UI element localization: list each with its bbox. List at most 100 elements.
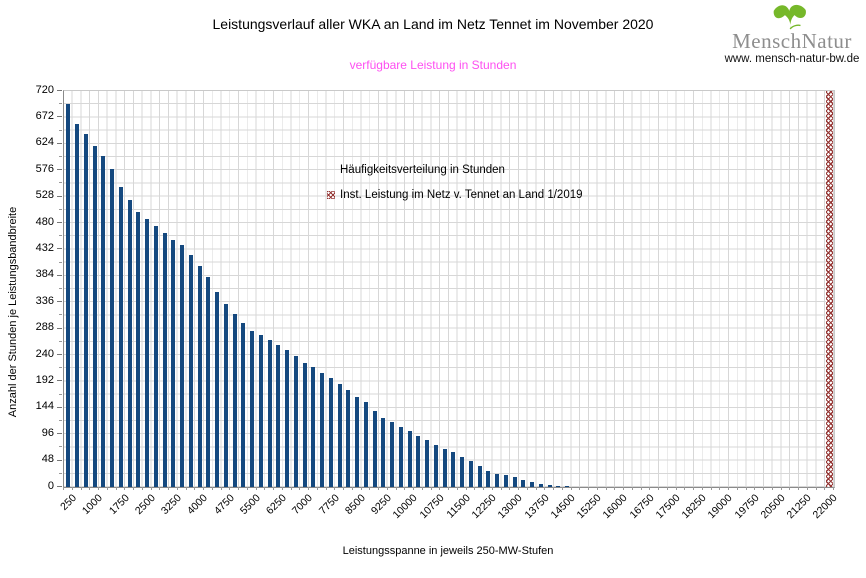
x-tick-mark — [780, 487, 782, 490]
x-tick-label-6250: 6250 — [263, 492, 289, 518]
bar-8000 — [337, 383, 342, 487]
x-tick-mark — [404, 487, 406, 490]
mensch-natur-logo: MenschNatur www. mensch-natur-bw.de — [724, 2, 860, 68]
bar-10500 — [425, 440, 430, 487]
x-tick-label-16750: 16750 — [627, 492, 657, 522]
bar-10750 — [433, 445, 438, 487]
bar-9750 — [398, 426, 403, 487]
x-tick-label-19000: 19000 — [705, 492, 736, 522]
bar-7000 — [302, 362, 307, 487]
bar-12000 — [477, 466, 482, 487]
x-tick-mark — [63, 487, 64, 490]
bar-9500 — [390, 421, 395, 487]
x-tick-mark — [255, 487, 257, 490]
x-tick-label-13000: 13000 — [495, 492, 526, 522]
x-tick-mark — [561, 487, 563, 490]
x-tick-mark — [281, 487, 283, 490]
bar-4750 — [223, 303, 228, 487]
x-tick-label-21250: 21250 — [784, 492, 814, 522]
x-tick-mark — [334, 487, 336, 490]
x-tick-mark — [203, 487, 204, 490]
x-tick-mark — [246, 487, 248, 490]
plot-area — [63, 90, 835, 488]
bar-7750 — [328, 378, 333, 487]
x-tick-mark — [745, 487, 747, 490]
x-tick-mark — [658, 487, 659, 490]
bar-12500 — [495, 473, 500, 487]
x-tick-mark — [168, 487, 169, 490]
x-tick-mark — [666, 487, 668, 490]
bar-2500 — [145, 218, 150, 487]
x-tick-mark — [649, 487, 651, 490]
x-tick-mark — [360, 487, 362, 490]
bar-13750 — [538, 483, 543, 487]
x-tick-mark — [798, 487, 799, 490]
x-tick-mark — [588, 487, 589, 490]
bar-11750 — [468, 461, 473, 487]
bar-5000 — [232, 314, 237, 487]
x-tick-mark — [106, 487, 108, 490]
x-tick-mark — [211, 487, 213, 490]
bar-8500 — [355, 396, 360, 487]
bar-2750 — [153, 226, 158, 487]
y-minor-tick-mark — [59, 129, 62, 131]
x-tick-mark — [771, 487, 773, 490]
y-tick-label-576: 576 — [35, 162, 54, 175]
y-minor-tick-mark — [59, 393, 62, 395]
y-tick-label-144: 144 — [35, 400, 54, 413]
x-tick-mark — [413, 487, 414, 490]
y-tick-mark — [57, 380, 62, 382]
legend-label: Inst. Leistung im Netz v. Tennet an Land… — [340, 189, 583, 201]
y-tick-label-384: 384 — [35, 268, 54, 281]
y-tick-label-432: 432 — [35, 241, 54, 254]
x-tick-mark — [264, 487, 266, 490]
bar-12750 — [503, 475, 508, 487]
y-minor-tick-mark — [59, 420, 62, 421]
legend-item-frequency: Häufigkeitsverteilung in Stunden — [327, 164, 583, 176]
x-tick-mark — [518, 487, 519, 490]
y-minor-tick-mark — [59, 235, 62, 237]
x-tick-mark — [789, 487, 791, 490]
y-minor-tick-mark — [59, 182, 62, 184]
x-tick-label-20500: 20500 — [758, 492, 788, 522]
bar-1000 — [92, 146, 97, 487]
bar-10000 — [407, 431, 412, 487]
x-tick-mark — [491, 487, 493, 490]
x-tick-mark — [299, 487, 301, 490]
x-tick-mark — [316, 487, 318, 490]
bar-3750 — [188, 255, 193, 487]
x-tick-label-10000: 10000 — [390, 492, 421, 522]
x-tick-mark — [185, 487, 187, 490]
bar-6000 — [267, 339, 272, 487]
chart-subtitle: verfügbare Leistung in Stunden — [349, 58, 517, 72]
x-tick-label-11500: 11500 — [444, 492, 473, 521]
legend-item-installed-capacity: Inst. Leistung im Netz v. Tennet an Land… — [327, 189, 583, 201]
y-tick-label-192: 192 — [35, 373, 54, 386]
x-tick-mark — [509, 487, 511, 490]
x-tick-mark — [640, 487, 642, 490]
x-tick-mark — [71, 487, 73, 490]
bar-14000 — [547, 484, 552, 487]
x-tick-mark — [430, 487, 432, 490]
bar-8750 — [363, 402, 368, 487]
bar-500 — [75, 124, 80, 487]
x-tick-mark — [351, 487, 353, 490]
y-tick-label-480: 480 — [35, 215, 54, 228]
bar-10250 — [416, 436, 421, 487]
x-tick-mark — [159, 487, 161, 490]
bar-7500 — [320, 372, 325, 487]
chart-title: Leistungsverlauf aller WKA an Land im Ne… — [212, 16, 654, 32]
x-tick-label-7750: 7750 — [316, 492, 342, 518]
y-tick-label-624: 624 — [35, 136, 54, 149]
x-tick-label-7000: 7000 — [290, 492, 316, 518]
x-axis-title: Leistungsspanne in jeweils 250-MW-Stufen — [342, 545, 554, 557]
bar-13000 — [512, 477, 517, 487]
bar-3250 — [171, 239, 176, 487]
x-tick-mark — [421, 487, 423, 490]
installed-capacity-marker-bar — [826, 91, 834, 487]
bar-1500 — [110, 169, 115, 487]
blue-square-swatch-icon — [327, 166, 335, 174]
x-tick-label-12250: 12250 — [469, 492, 499, 522]
x-tick-label-1750: 1750 — [106, 492, 132, 518]
x-tick-label-17500: 17500 — [653, 492, 683, 522]
